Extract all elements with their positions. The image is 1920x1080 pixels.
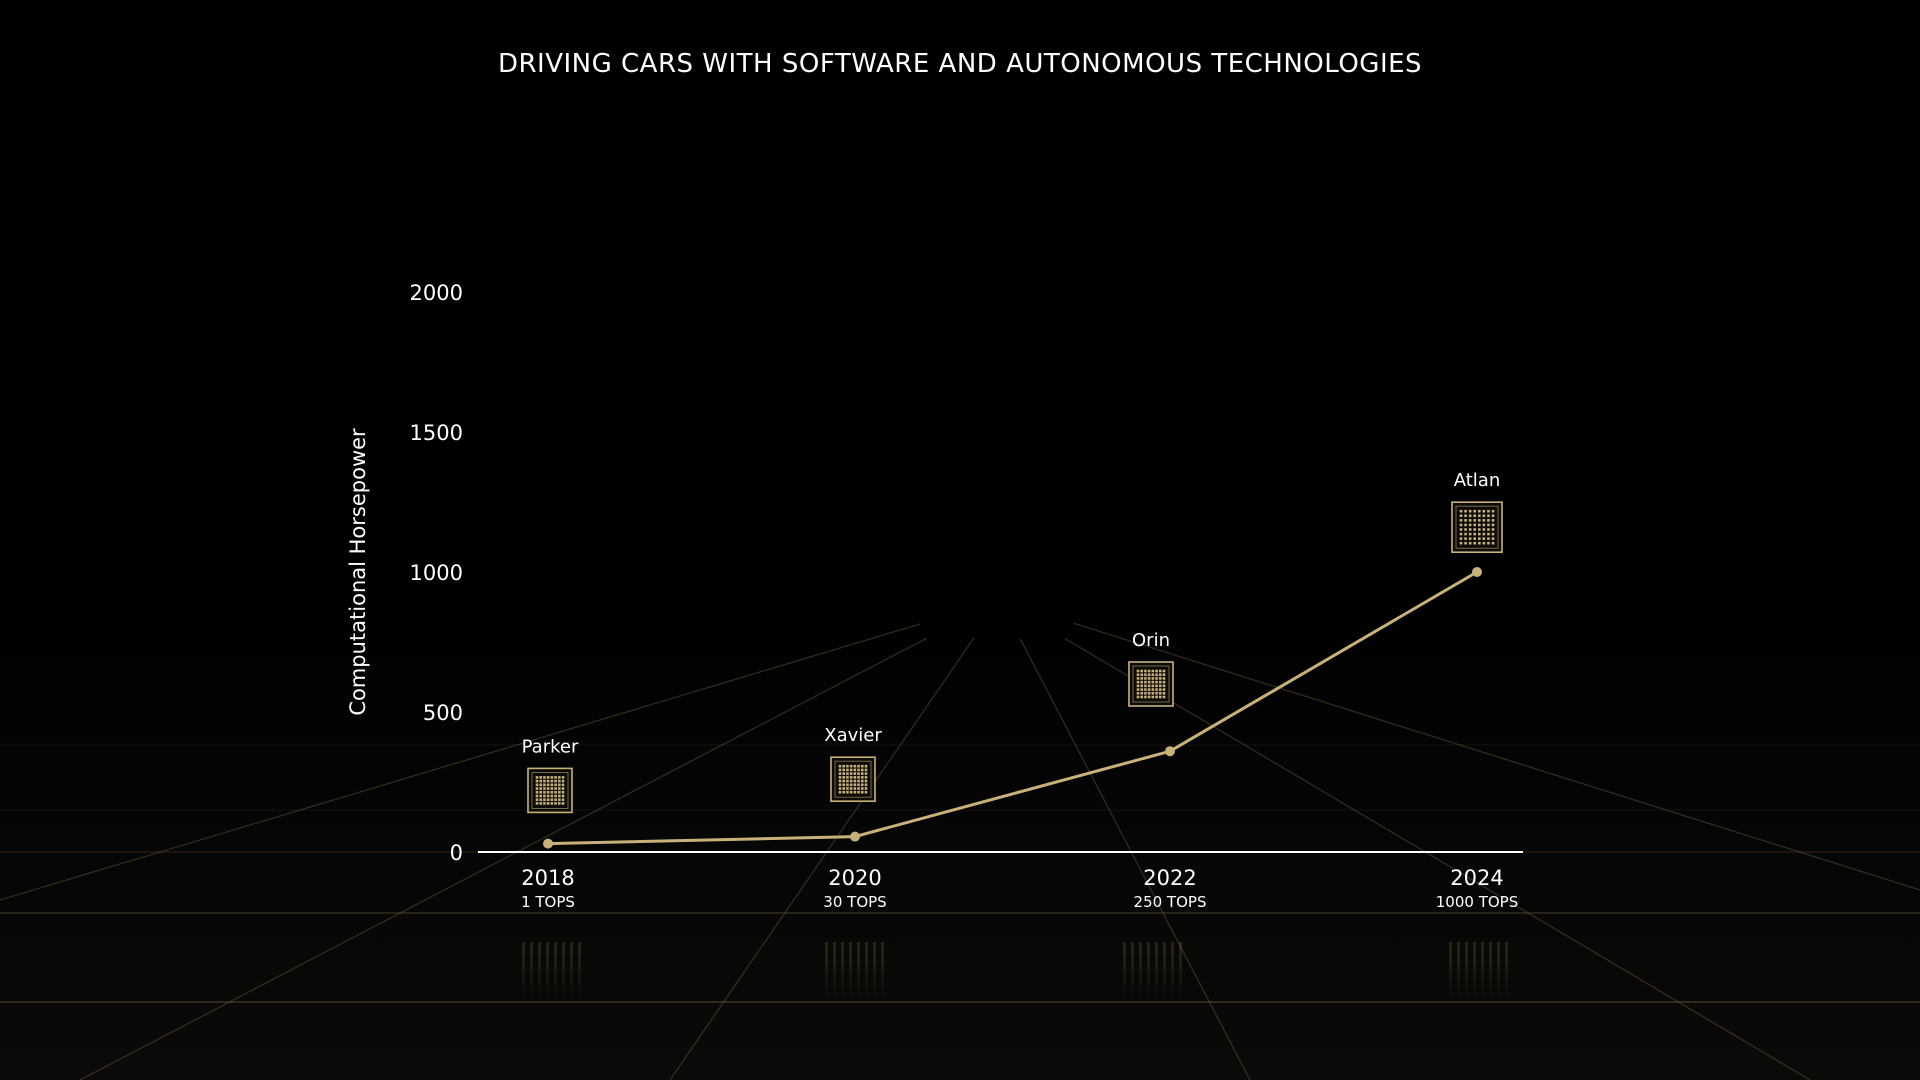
chip-icon <box>527 767 573 814</box>
chips: Parker Xavier Orin Atlan <box>522 470 1503 814</box>
chip-icon <box>830 756 876 803</box>
floor-grid-line <box>0 623 921 901</box>
tops-label: 30 TOPS <box>823 893 886 911</box>
chart-title: DRIVING CARS WITH SOFTWARE AND AUTONOMOU… <box>498 49 1422 79</box>
floor-grid-line <box>1064 637 1811 1080</box>
data-points <box>543 567 1482 849</box>
floor-grid <box>0 622 1920 1080</box>
chip-name-label: Parker <box>522 736 579 757</box>
floor-grid-line <box>79 637 927 1080</box>
x-tick-label: 2018 <box>521 866 574 890</box>
floor-grid-line <box>1019 638 1251 1080</box>
y-tick-label: 1000 <box>410 561 463 585</box>
series-line <box>547 570 1478 846</box>
x-tick-label: 2022 <box>1143 866 1196 890</box>
chip-name-label: Xavier <box>824 725 882 746</box>
chip-name-label: Orin <box>1132 630 1170 651</box>
y-tick-label: 2000 <box>410 281 463 305</box>
tops-label: 1 TOPS <box>521 893 575 911</box>
y-tick-label: 0 <box>450 841 463 865</box>
chip-icon <box>1128 661 1174 707</box>
data-point <box>543 838 553 849</box>
data-point <box>1472 567 1482 577</box>
x-tick-label: 2020 <box>828 866 881 890</box>
chip-icon <box>1451 501 1503 554</box>
floor-grid-line <box>1073 622 1920 891</box>
data-point <box>850 831 860 842</box>
floor-grid-line <box>669 638 975 1080</box>
x-axis-labels: 2018 1 TOPS 2020 30 TOPS 2022 250 TOPS 2024 100… <box>521 866 1518 911</box>
tops-label: 1000 TOPS <box>1436 893 1518 911</box>
x-tick-label: 2024 <box>1450 866 1503 890</box>
chip-reflection <box>522 942 581 1002</box>
y-tick-label: 500 <box>423 701 463 725</box>
data-point <box>1165 746 1175 757</box>
chip-reflection <box>825 942 884 1002</box>
chip-reflection <box>1449 942 1508 1002</box>
y-axis-ticks: 0 500 1000 1500 2000 <box>410 281 463 865</box>
y-tick-label: 1500 <box>410 421 463 445</box>
tops-label: 250 TOPS <box>1134 893 1207 911</box>
chip-reflection <box>1123 942 1182 1002</box>
chip-name-label: Atlan <box>1454 470 1501 491</box>
chip-reflections <box>522 942 1508 1002</box>
y-axis-label: Computational Horsepower <box>346 428 370 716</box>
